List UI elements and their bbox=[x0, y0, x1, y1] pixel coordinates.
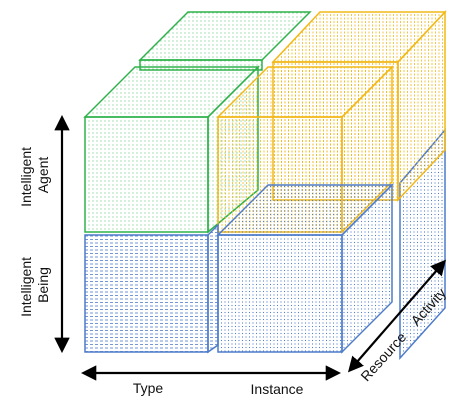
axis-label-being: Intelligent Being bbox=[18, 253, 51, 317]
axis-label-type: Type bbox=[133, 380, 164, 396]
axis-label-agent: Intelligent Agent bbox=[18, 143, 51, 207]
cube-instance-being bbox=[216, 183, 394, 354]
cube-type-being bbox=[84, 223, 219, 354]
axis-label-instance: Instance bbox=[251, 381, 304, 397]
cube-back-type-agent bbox=[138, 11, 312, 71]
depth-axis-arrow bbox=[347, 259, 447, 373]
